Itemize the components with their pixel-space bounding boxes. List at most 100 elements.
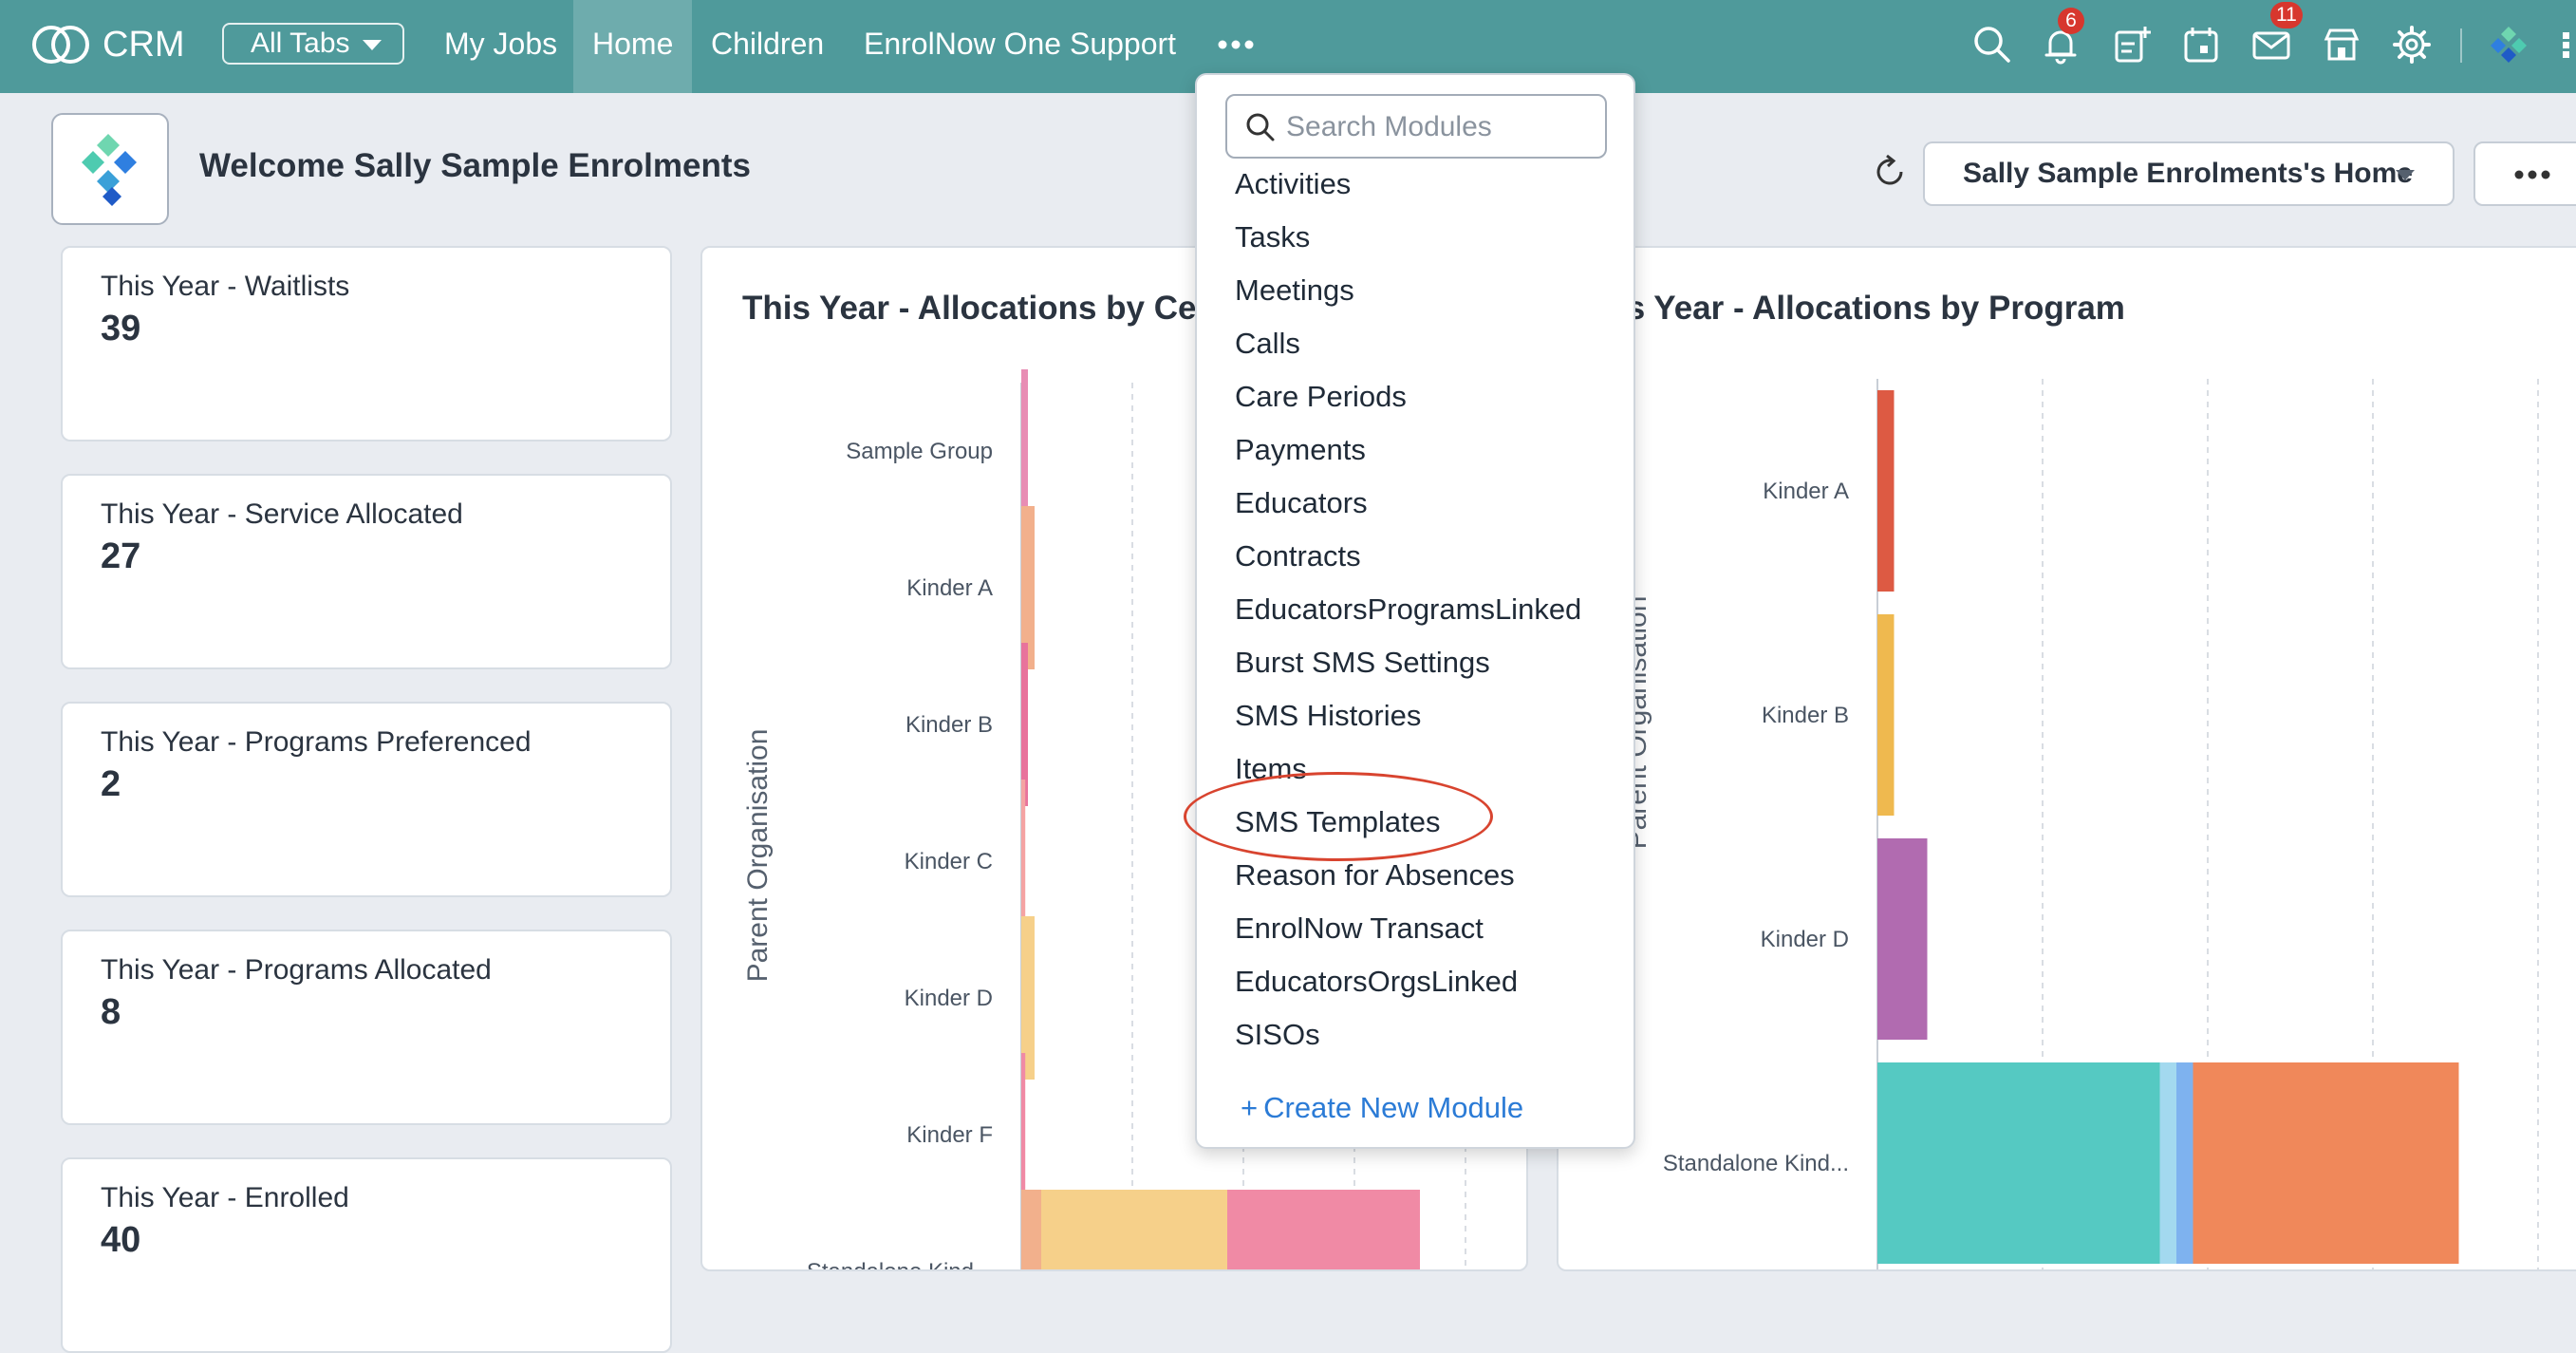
chart-title: This Year - Allocations by Cent xyxy=(742,290,1228,327)
stat-card-label: This Year - Programs Preferenced xyxy=(101,726,532,758)
chart-panel-allocations-by-program: is Year - Allocations by Program Parent … xyxy=(1557,246,2576,1271)
bar-segment[interactable] xyxy=(1877,614,1895,816)
category-label: Kinder C xyxy=(905,849,993,874)
apps-grid-icon[interactable] xyxy=(2557,23,2576,66)
refresh-icon[interactable] xyxy=(1870,152,1910,192)
stat-card-label: This Year - Waitlists xyxy=(101,271,350,302)
module-item-payments[interactable]: Payments xyxy=(1235,433,1366,466)
chevron-down-icon xyxy=(2396,170,2415,180)
module-item-burst-sms-settings[interactable]: Burst SMS Settings xyxy=(1235,646,1490,679)
create-new-module-label: Create New Module xyxy=(1263,1091,1524,1124)
more-icon xyxy=(2514,170,2550,179)
category-label: Standalone Kind... xyxy=(1663,1151,1849,1176)
stat-card-value: 40 xyxy=(101,1220,141,1260)
bar-segment[interactable] xyxy=(1021,1053,1026,1216)
bar-segment[interactable] xyxy=(1041,1190,1227,1271)
chevron-down-icon xyxy=(363,40,382,50)
bar-segment[interactable] xyxy=(1021,369,1028,533)
toolbar-divider xyxy=(2460,28,2462,63)
stat-card-programs-allocated[interactable]: This Year - Programs Allocated 8 xyxy=(61,930,672,1125)
bar-segment[interactable] xyxy=(2159,1062,2177,1264)
bar-segment[interactable] xyxy=(1877,1062,2160,1264)
add-note-icon[interactable] xyxy=(2109,23,2153,66)
crm-logo-icon[interactable] xyxy=(28,21,93,68)
create-new-module-link[interactable]: + Create New Module xyxy=(1241,1091,1523,1125)
bar-segment[interactable] xyxy=(1877,390,1895,592)
bar-segment[interactable] xyxy=(1877,838,1928,1040)
welcome-heading: Welcome Sally Sample Enrolments xyxy=(199,147,751,184)
bell-icon[interactable] xyxy=(2039,23,2082,66)
search-modules-field[interactable] xyxy=(1225,94,1607,159)
store-icon[interactable] xyxy=(2320,23,2363,66)
module-item-care-periods[interactable]: Care Periods xyxy=(1235,380,1407,413)
gear-icon[interactable] xyxy=(2390,23,2434,66)
org-logo-icon[interactable] xyxy=(2487,23,2530,66)
modules-list: Activities Tasks Meetings Calls Care Periods… xyxy=(1197,163,1633,1075)
all-tabs-label: All Tabs xyxy=(251,28,350,59)
tab-home[interactable]: Home xyxy=(573,0,693,93)
modules-dropdown: Activities Tasks Meetings Calls Care Periods… xyxy=(1195,73,1635,1149)
bar-segment[interactable] xyxy=(1021,1190,1041,1271)
stat-card-value: 8 xyxy=(101,992,121,1032)
all-tabs-dropdown[interactable]: All Tabs xyxy=(222,23,404,65)
more-tabs-icon[interactable] xyxy=(1217,38,1255,51)
category-label: Kinder A xyxy=(1763,479,1849,504)
module-item-activities[interactable]: Activities xyxy=(1235,167,1352,200)
more-options-button[interactable] xyxy=(2473,141,2576,206)
module-item-educatorsprogramslinked[interactable]: EducatorsProgramsLinked xyxy=(1235,592,1582,626)
stat-card-label: This Year - Enrolled xyxy=(101,1182,349,1213)
sms-templates-highlight-circle xyxy=(1184,772,1493,861)
bar-segment[interactable] xyxy=(1227,1190,1420,1271)
stat-card-value: 2 xyxy=(101,764,121,804)
home-view-selector[interactable]: Sally Sample Enrolments's Home xyxy=(1923,141,2455,206)
module-item-calls[interactable]: Calls xyxy=(1235,327,1300,360)
bar-segment[interactable] xyxy=(1021,916,1035,1080)
allocations-by-centre-chart: Parent Organisation Sample Group Kinder A K… xyxy=(742,369,1466,1271)
mail-count-badge: 11 xyxy=(2270,2,2303,28)
y-axis-label: Parent Organisation xyxy=(742,729,774,983)
bar-segment[interactable] xyxy=(1021,506,1035,669)
module-item-sisos[interactable]: SISOs xyxy=(1235,1018,1320,1051)
org-logo-icon xyxy=(82,134,137,206)
stat-card-programs-preferenced[interactable]: This Year - Programs Preferenced 2 xyxy=(61,702,672,897)
org-avatar xyxy=(51,113,169,225)
bar-segment[interactable] xyxy=(2176,1062,2193,1264)
home-view-label: Sally Sample Enrolments's Home xyxy=(1963,158,2413,189)
category-label: Kinder D xyxy=(905,986,993,1011)
category-label: Kinder A xyxy=(906,575,993,601)
category-label: Kinder B xyxy=(905,712,993,738)
category-label: Sample Group xyxy=(846,439,993,464)
tab-enrolnow-one-support[interactable]: EnrolNow One Support xyxy=(864,27,1177,61)
app-brand[interactable]: CRM xyxy=(103,25,185,65)
stat-card-enrolled[interactable]: This Year - Enrolled 40 xyxy=(61,1157,672,1353)
stat-card-label: This Year - Service Allocated xyxy=(101,498,463,530)
calendar-icon[interactable] xyxy=(2179,23,2223,66)
bar-segment[interactable] xyxy=(1021,643,1028,806)
stat-card-service-allocated[interactable]: This Year - Service Allocated 27 xyxy=(61,474,672,669)
module-item-tasks[interactable]: Tasks xyxy=(1235,220,1311,254)
stat-card-waitlists[interactable]: This Year - Waitlists 39 xyxy=(61,246,672,442)
plus-icon: + xyxy=(1241,1091,1259,1124)
module-item-reason-for-absences[interactable]: Reason for Absences xyxy=(1235,858,1515,892)
module-item-contracts[interactable]: Contracts xyxy=(1235,539,1361,573)
tab-my-jobs[interactable]: My Jobs xyxy=(444,27,558,61)
category-label: Kinder F xyxy=(906,1122,993,1148)
category-label: Kinder D xyxy=(1761,927,1849,952)
stat-card-value: 27 xyxy=(101,536,141,576)
tab-children[interactable]: Children xyxy=(711,27,825,61)
search-icon xyxy=(1246,113,1275,141)
bar-segment[interactable] xyxy=(1021,780,1026,943)
chart-title: is Year - Allocations by Program xyxy=(1617,290,2125,327)
module-item-sms-histories[interactable]: SMS Histories xyxy=(1235,699,1422,732)
module-item-enrolnow-transact[interactable]: EnrolNow Transact xyxy=(1235,911,1484,945)
bar-segment[interactable] xyxy=(2193,1062,2459,1264)
notification-count-badge: 6 xyxy=(2058,8,2084,34)
module-item-educatorsorgslinked[interactable]: EducatorsOrgsLinked xyxy=(1235,965,1519,998)
search-modules-input[interactable] xyxy=(1284,103,1592,151)
module-item-meetings[interactable]: Meetings xyxy=(1235,273,1354,307)
stat-card-label: This Year - Programs Allocated xyxy=(101,954,492,986)
mail-icon[interactable] xyxy=(2249,23,2293,66)
module-item-educators[interactable]: Educators xyxy=(1235,486,1368,519)
search-icon[interactable] xyxy=(1970,23,2014,66)
